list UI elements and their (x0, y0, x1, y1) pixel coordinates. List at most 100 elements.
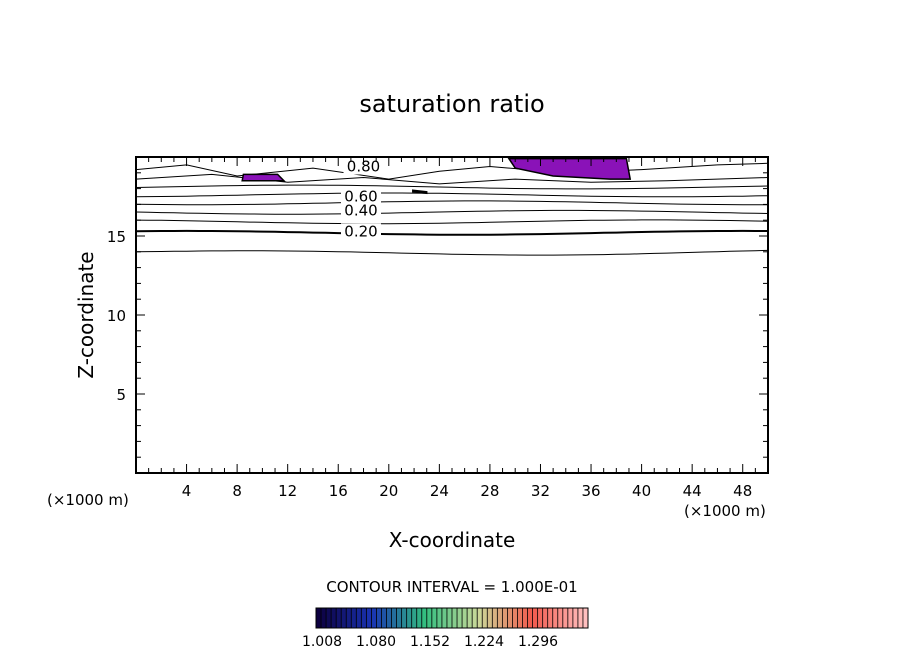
chart-title: saturation ratio (359, 90, 544, 118)
shaded-region (507, 157, 632, 180)
contour-label: 0.20 (344, 222, 377, 240)
contour-interval-text: CONTOUR INTERVAL = 1.000E-01 (326, 578, 577, 596)
contour-label: 0.60 (344, 188, 377, 206)
colorbar-cell (366, 608, 372, 628)
colorbar-cell (426, 608, 433, 628)
colorbar (315, 607, 589, 629)
x-tick-label: 32 (531, 482, 550, 500)
colorbar-cell (361, 608, 367, 628)
colorbar-cell (401, 608, 407, 628)
contour-label-backing (341, 223, 381, 240)
colorbar-cell (336, 608, 342, 628)
colorbar-frame (315, 607, 589, 629)
contour-line (135, 249, 769, 256)
colorbar-cell (562, 608, 569, 628)
colorbar-cell (411, 608, 418, 628)
colorbar-cell (517, 608, 523, 628)
colorbar-cell (326, 608, 332, 628)
colorbar-cell (582, 608, 589, 628)
colorbar-cell (472, 608, 478, 628)
colorbar-cell (371, 608, 377, 628)
y-axis-ticks: 5 10 15 (107, 172, 768, 458)
x-axis-label: X-coordinate (389, 528, 516, 552)
x-tick-label: 8 (232, 482, 242, 500)
colorbar-cell (346, 608, 352, 628)
colorbar-cell (446, 608, 453, 628)
x-tick-label: 44 (683, 482, 702, 500)
colorbar-cell (527, 608, 533, 628)
colorbar-cell (391, 608, 397, 628)
y-tick-label: 10 (107, 307, 126, 325)
colorbar-cell (502, 608, 508, 628)
colorbar-cell (421, 608, 428, 628)
colorbar-cell (381, 608, 387, 628)
colorbar-tick-label: 1.296 (518, 634, 558, 650)
colorbar-cell (557, 608, 564, 628)
colorbar-cell (396, 608, 402, 628)
contour-line (135, 209, 769, 215)
colorbar-cell (331, 608, 337, 628)
y-tick-label: 5 (116, 386, 126, 404)
colorbar-cell (522, 608, 528, 628)
colorbar-cell (497, 608, 503, 628)
colorbar-cell (436, 608, 443, 628)
colorbar-cell (356, 608, 362, 628)
contour-labels: 0.80 0.600.40 0.20 (341, 158, 384, 240)
shaded-region (241, 173, 286, 182)
shaded-region (412, 189, 428, 195)
colorbar-cell (542, 608, 549, 628)
contour-label-backing (343, 158, 384, 175)
contour-line (135, 184, 769, 190)
colorbar-tick-label: 1.224 (464, 634, 504, 650)
contour-line (135, 229, 768, 236)
colorbar-cell (351, 608, 357, 628)
contour-line (135, 219, 769, 225)
shaded-regions (241, 157, 632, 195)
colorbar-cell (441, 608, 448, 628)
colorbar-cell (406, 608, 413, 628)
x-tick-label: 20 (379, 482, 398, 500)
x-axis-ticks: 4 8 12 16 20 24 28 32 36 40 44 48 (148, 157, 756, 500)
contour-label-backing (341, 188, 381, 205)
colorbar-cell (547, 608, 554, 628)
colorbar-cell (552, 608, 559, 628)
colorbar-cell (482, 608, 488, 628)
colorbar-tick-labels: 1.008 1.080 1.152 1.224 1.296 (302, 634, 558, 650)
contour-line (135, 192, 769, 198)
x-tick-label: 12 (278, 482, 297, 500)
colorbar-cell (507, 608, 513, 628)
colorbar-cell (416, 608, 423, 628)
contour-line (135, 173, 769, 185)
colorbar-cell (567, 608, 574, 628)
colorbar-cell (492, 608, 498, 628)
x-tick-label: 36 (581, 482, 600, 500)
colorbar-tick-label: 1.008 (302, 634, 342, 650)
colorbar-cell (532, 608, 538, 628)
x-tick-label: 48 (733, 482, 752, 500)
contour-label-backing (341, 202, 381, 219)
colorbar-cell (431, 608, 438, 628)
colorbar-cell (341, 608, 347, 628)
colorbar-cell (467, 608, 473, 628)
contour-label: 0.80 (347, 158, 380, 176)
contour-lines (135, 162, 769, 256)
colorbar-cell (572, 608, 579, 628)
contour-line (135, 200, 768, 206)
colorbar-tick-label: 1.152 (410, 634, 450, 650)
colorbar-cell (487, 608, 493, 628)
x-tick-label: 16 (329, 482, 348, 500)
colorbar-cell (386, 608, 392, 628)
colorbar-cell (376, 608, 382, 628)
contour-label: 0.40 (344, 202, 377, 220)
colorbar-cell (512, 608, 518, 628)
colorbar-cell (537, 608, 543, 628)
colorbar-cell (452, 608, 458, 628)
y-axis-label: Z-coordinate (74, 251, 98, 378)
colorbar-cell (321, 608, 327, 628)
colorbar-cell (577, 608, 584, 628)
contour-line (135, 162, 769, 180)
colorbar-tick-label: 1.080 (356, 634, 396, 650)
x-tick-label: 28 (480, 482, 499, 500)
x-unit-left: (×1000 m) (47, 491, 129, 509)
